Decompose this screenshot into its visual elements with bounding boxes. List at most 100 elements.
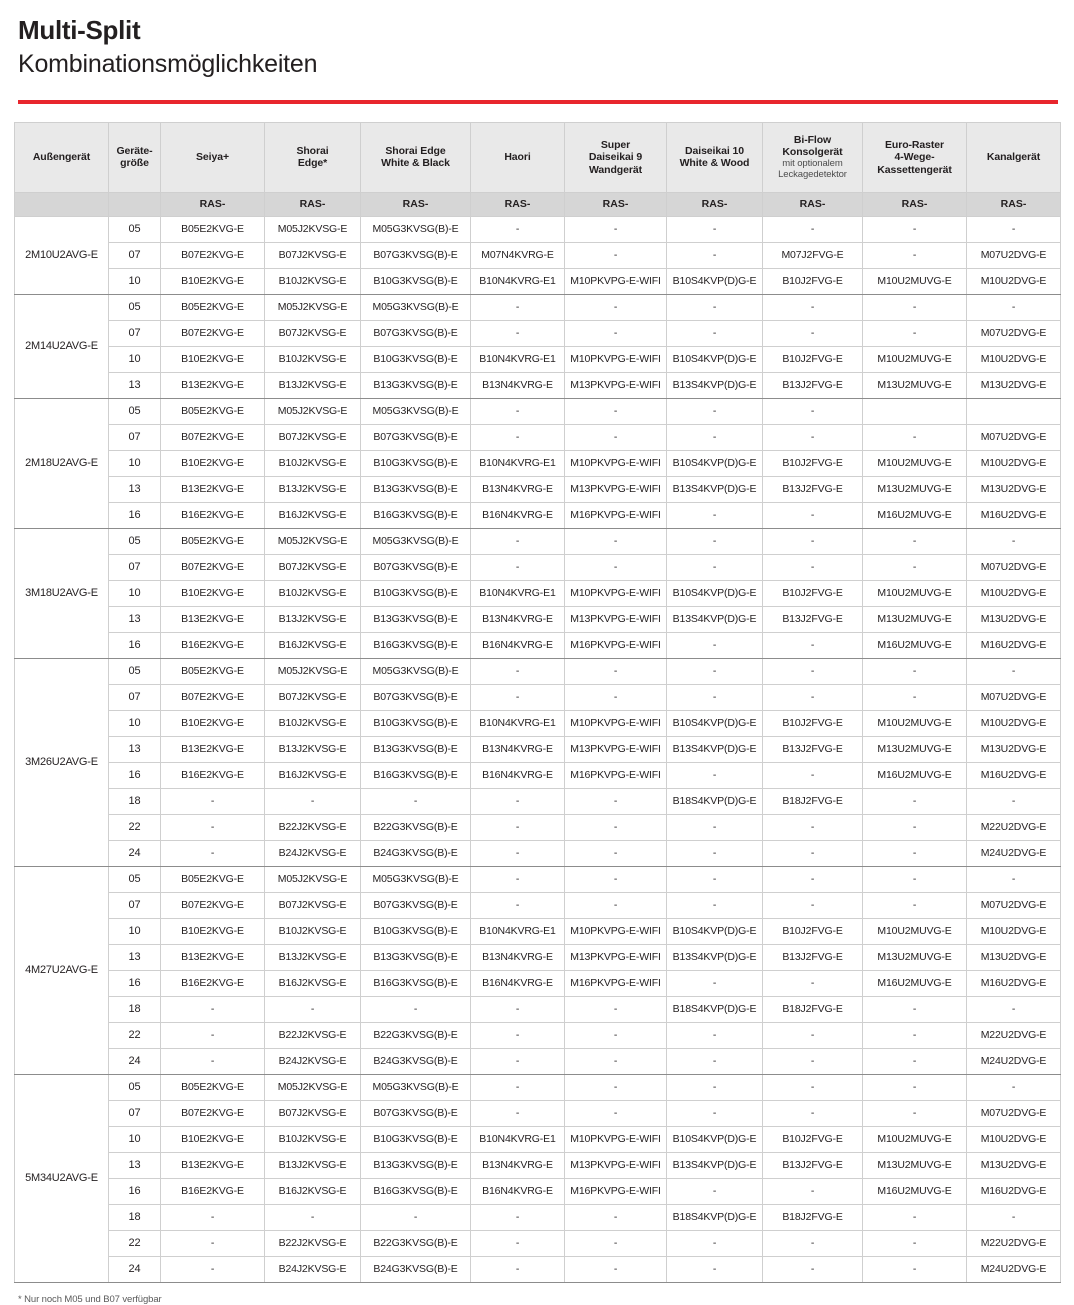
table-row: 22- B22J2KVSG-E B22G3KVSG(B)-E - - - - - M22U2DV… (15, 1229, 1061, 1257)
model-cell-empty: - (762, 1099, 863, 1127)
model-cell-empty: - (564, 1099, 667, 1127)
model-cell: B05E2KVG-E (160, 397, 265, 425)
device-size-cell: 16 (108, 969, 161, 997)
device-size-cell: 24 (108, 1255, 161, 1283)
col-header-shorai-edge-wb: Shorai Edge White & Black (360, 121, 471, 193)
model-cell: B10E2KVG-E (160, 345, 265, 373)
model-cell: M13PKVPG-E-WIFI (564, 943, 667, 971)
device-size-cell: 10 (108, 345, 161, 373)
model-cell: B10N4KVRG-E1 (470, 1125, 565, 1153)
model-cell: B10J2FVG-E (762, 267, 863, 295)
model-cell: M07U2DVG-E (966, 891, 1061, 919)
col-header-size-line1: Geräte- (116, 145, 153, 158)
model-cell: B13E2KVG-E (160, 1151, 265, 1179)
model-cell: B13J2KVSG-E (264, 735, 361, 763)
table-row: 07 B07E2KVG-E B07J2KVSG-E B07G3KVSG(B)-E - - -… (15, 1099, 1061, 1127)
model-cell: M13U2MUVG-E (862, 475, 967, 503)
col-header-sd9-line2: Daiseikai 9 (588, 151, 643, 164)
model-cell: B10N4KVRG-E1 (470, 267, 565, 295)
model-cell: B13S4KVP(D)G-E (666, 475, 763, 503)
model-cell: B16E2KVG-E (160, 1177, 265, 1205)
model-cell: M07N4KVRG-E (470, 241, 565, 269)
prefix-cell-haori: RAS- (470, 191, 565, 217)
model-cell-empty: - (862, 813, 967, 841)
title-block: Multi-Split Kombinationsmöglichkeiten (0, 0, 1074, 79)
model-cell: B13G3KVSG(B)-E (360, 605, 471, 633)
model-cell: M10U2DVG-E (966, 709, 1061, 737)
model-cell-empty: - (762, 1255, 863, 1283)
model-cell-blank (966, 397, 1061, 425)
model-cell: M16PKVPG-E-WIFI (564, 1177, 667, 1205)
model-cell: B13S4KVP(D)G-E (666, 1151, 763, 1179)
model-cell: B10G3KVSG(B)-E (360, 709, 471, 737)
prefix-cell-shorai: RAS- (264, 191, 361, 217)
model-cell-empty: - (862, 1047, 967, 1075)
table-row: 18- - - - - B18S4KVP(D)G-E B18J2FVG-E - - (15, 995, 1061, 1023)
col-header-shorai-wb-line2: White & Black (381, 157, 450, 170)
model-cell: M22U2DVG-E (966, 1229, 1061, 1257)
model-cell: M16U2DVG-E (966, 631, 1061, 659)
model-cell-empty: - (862, 787, 967, 815)
col-header-outdoor: Außengerät (14, 121, 109, 193)
model-cell: M05G3KVSG(B)-E (360, 865, 471, 893)
model-cell: B24G3KVSG(B)-E (360, 1255, 471, 1283)
model-cell: B10E2KVG-E (160, 579, 265, 607)
model-cell-empty: - (762, 657, 863, 685)
model-cell-empty: - (666, 423, 763, 451)
col-header-euro-line1: Euro-Raster (885, 138, 944, 151)
model-cell: B13J2FVG-E (762, 475, 863, 503)
model-cell: B07G3KVSG(B)-E (360, 241, 471, 269)
model-cell-empty: - (762, 683, 863, 711)
col-header-sd9-line1: Super (600, 138, 631, 151)
device-size-cell: 13 (108, 943, 161, 971)
prefix-cell-d10: RAS- (666, 191, 763, 217)
table-row: 13 B13E2KVG-E B13J2KVSG-E B13G3KVSG(B)-E B13… (15, 943, 1061, 971)
model-cell: M05G3KVSG(B)-E (360, 293, 471, 321)
model-cell-empty: - (470, 1229, 565, 1257)
model-cell: B07J2KVSG-E (264, 423, 361, 451)
model-cell: B18J2FVG-E (762, 1203, 863, 1231)
model-cell: B24G3KVSG(B)-E (360, 839, 471, 867)
model-cell: B13N4KVRG-E (470, 605, 565, 633)
model-cell: M13U2MUVG-E (862, 943, 967, 971)
model-cell: M07U2DVG-E (966, 241, 1061, 269)
table-row: 16 B16E2KVG-E B16J2KVSG-E B16G3KVSG(B)-E B16… (15, 1177, 1061, 1205)
model-cell-empty: - (564, 1073, 667, 1101)
model-cell: B13G3KVSG(B)-E (360, 943, 471, 971)
device-size-cell: 13 (108, 1151, 161, 1179)
model-cell: M10PKVPG-E-WIFI (564, 709, 667, 737)
table-row: 16 B16E2KVG-E B16J2KVSG-E B16G3KVSG(B)-E B16… (15, 501, 1061, 529)
model-cell: M16U2DVG-E (966, 761, 1061, 789)
outdoor-unit-cell: 3M18U2AVG-E (14, 527, 109, 659)
model-cell: B07J2KVSG-E (264, 1099, 361, 1127)
col-header-sd9-line3: Wandgerät (589, 163, 642, 176)
model-cell: B13G3KVSG(B)-E (360, 1151, 471, 1179)
model-cell: M07U2DVG-E (966, 319, 1061, 347)
model-cell: M24U2DVG-E (966, 1255, 1061, 1283)
table-row: 07 B07E2KVG-E B07J2KVSG-E B07G3KVSG(B)-E - - -… (15, 891, 1061, 919)
model-cell: B13E2KVG-E (160, 371, 265, 399)
col-header-kanalgeraet: Kanalgerät (966, 121, 1061, 193)
model-cell: M05J2KVSG-E (264, 527, 361, 555)
model-cell-empty: - (966, 1203, 1061, 1231)
model-cell-empty: - (762, 1021, 863, 1049)
model-cell: M05J2KVSG-E (264, 1073, 361, 1101)
model-cell: M10U2MUVG-E (862, 345, 967, 373)
model-cell: B13S4KVP(D)G-E (666, 943, 763, 971)
model-cell-empty: - (666, 527, 763, 555)
outdoor-unit-cell: 2M18U2AVG-E (14, 397, 109, 529)
model-cell-empty: - (666, 1099, 763, 1127)
model-cell-empty: - (666, 1229, 763, 1257)
model-cell: M16U2MUVG-E (862, 631, 967, 659)
table-row: 10 B10E2KVG-E B10J2KVSG-E B10G3KVSG(B)-E B10… (15, 579, 1061, 607)
model-cell: B10N4KVRG-E1 (470, 579, 565, 607)
model-cell: B13N4KVRG-E (470, 1151, 565, 1179)
model-cell: B07E2KVG-E (160, 891, 265, 919)
model-cell: B10G3KVSG(B)-E (360, 345, 471, 373)
model-cell-empty: - (862, 683, 967, 711)
device-size-cell: 13 (108, 735, 161, 763)
model-cell-empty: - (564, 553, 667, 581)
model-cell: B10J2FVG-E (762, 345, 863, 373)
model-cell: B07E2KVG-E (160, 553, 265, 581)
model-cell-empty: - (564, 1255, 667, 1283)
